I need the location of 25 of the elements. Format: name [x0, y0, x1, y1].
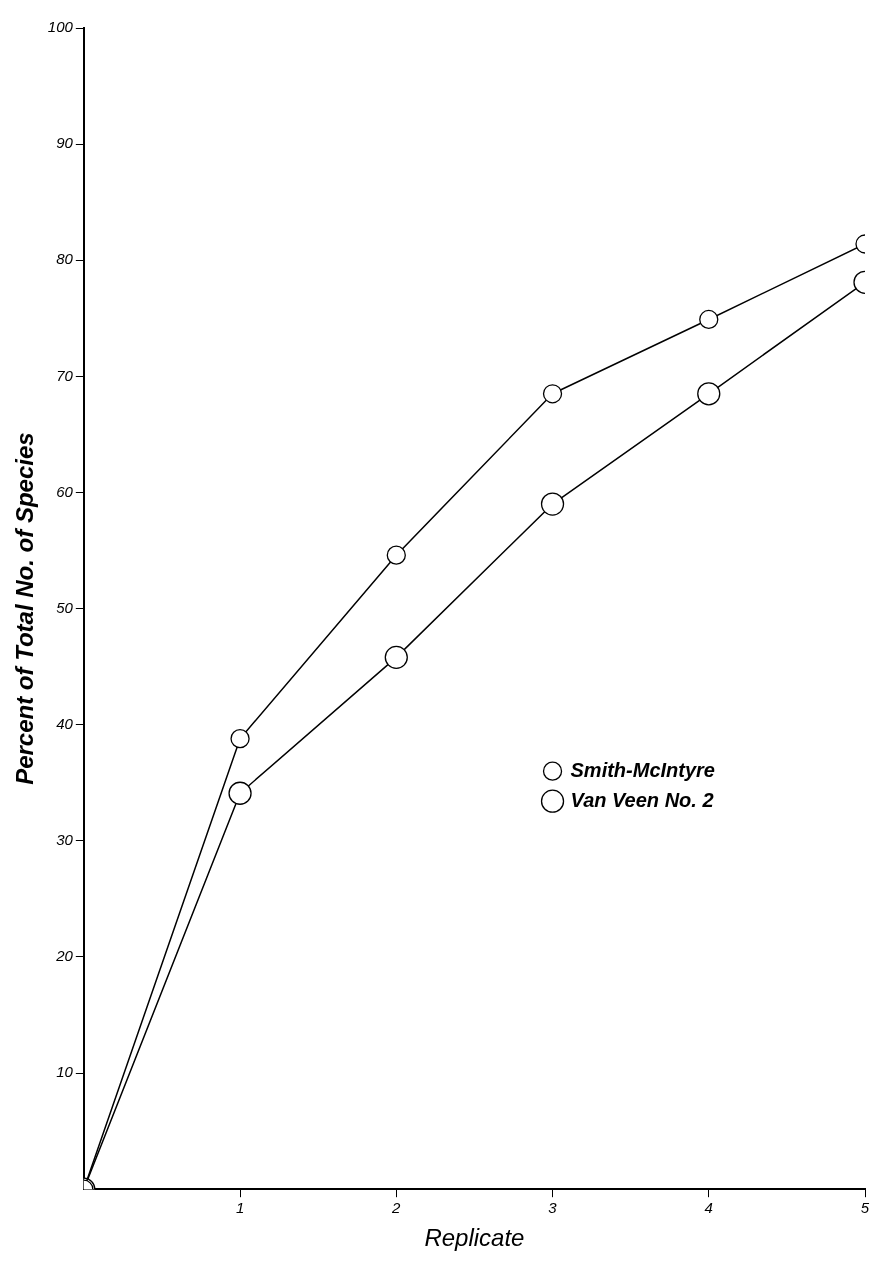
- point: [542, 384, 563, 404]
- x-axis-title: Replicate: [424, 1224, 525, 1252]
- legend-label: Smith-McIntyre: [570, 758, 715, 781]
- x-tick-label: 5: [860, 1199, 870, 1217]
- y-tick-label: 100: [47, 18, 74, 36]
- x-tick-label: 1: [235, 1199, 245, 1217]
- y-tick-label: 30: [56, 831, 74, 849]
- y-tick-label: 80: [56, 250, 74, 268]
- point: [384, 645, 408, 670]
- y-tick-label: 40: [56, 714, 74, 732]
- y-tick-label: 70: [56, 366, 74, 384]
- y-tick-label: 90: [56, 134, 74, 152]
- y-tick-label: 20: [55, 947, 74, 965]
- point: [540, 492, 565, 516]
- point: [386, 545, 406, 565]
- x-tick-label: 2: [391, 1199, 402, 1217]
- point: [230, 729, 250, 749]
- point: [228, 781, 252, 805]
- legend-label: Van Veen No. 2: [570, 788, 714, 811]
- y-tick-label: 60: [56, 482, 74, 500]
- y-axis-title: Percent of Total No. of Species: [11, 432, 39, 785]
- x-tick-label: 3: [548, 1199, 558, 1217]
- x-tick-label: 4: [704, 1199, 713, 1217]
- y-tick-label: 10: [56, 1063, 74, 1081]
- y-tick-label: 50: [56, 598, 74, 616]
